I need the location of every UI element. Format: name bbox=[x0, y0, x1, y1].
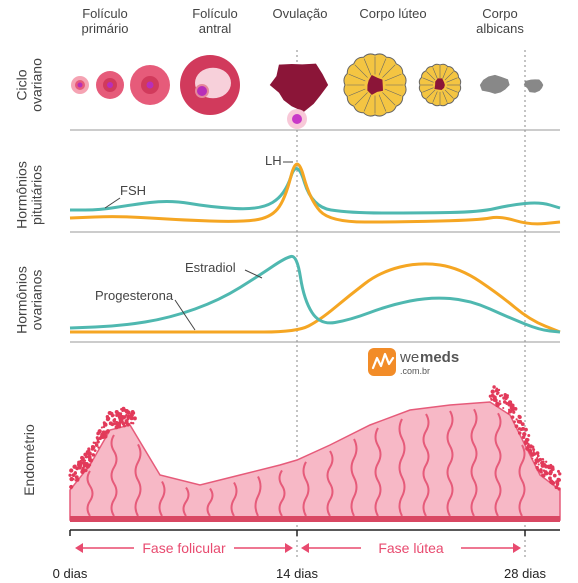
phase-label: Fase lútea bbox=[378, 540, 444, 556]
row-label-endometrium: Endométrio bbox=[21, 424, 37, 496]
endometrium-fill bbox=[70, 402, 560, 520]
stage-label: albicans bbox=[476, 21, 524, 36]
stage-label: Folículo bbox=[82, 6, 128, 21]
svg-text:meds: meds bbox=[420, 349, 459, 366]
follicle-luteum-icon bbox=[419, 64, 460, 105]
stage-label: Folículo bbox=[192, 6, 238, 21]
follicle-antral-icon bbox=[180, 55, 240, 115]
fsh-label: FSH bbox=[120, 183, 146, 198]
row-label-ovarian-hormones: Hormôniosovarianos bbox=[14, 266, 45, 334]
follicle-albicans-icon bbox=[524, 79, 544, 92]
phase-label: Fase folicular bbox=[142, 540, 226, 556]
svg-text:Hormônios: Hormônios bbox=[14, 161, 30, 229]
svg-text:Endométrio: Endométrio bbox=[21, 424, 37, 496]
follicle-ovulation-icon bbox=[270, 64, 328, 129]
axis-tick-label: 14 dias bbox=[276, 566, 318, 581]
row-label-ovarian-cycle: Cicloovariano bbox=[14, 58, 45, 112]
stage-label: antral bbox=[199, 21, 232, 36]
follicle-albicans-icon bbox=[480, 75, 510, 94]
wemeds-logo: wemeds.com.br bbox=[368, 348, 459, 376]
follicle-small-icon bbox=[71, 76, 89, 94]
row-label-pituitary: Hormôniospituitários bbox=[14, 161, 45, 229]
axis-tick-label: 28 dias bbox=[504, 566, 546, 581]
svg-text:Hormônios: Hormônios bbox=[14, 266, 30, 334]
svg-text:ovarianos: ovarianos bbox=[29, 270, 45, 331]
svg-text:ovariano: ovariano bbox=[29, 58, 45, 112]
stage-label: Corpo bbox=[482, 6, 517, 21]
svg-text:we: we bbox=[399, 349, 419, 366]
svg-text:pituitários: pituitários bbox=[29, 165, 45, 225]
menstrual-cycle-diagram: FolículoprimárioFolículoantralOvulaçãoCo… bbox=[0, 0, 578, 583]
endometrium-base bbox=[70, 516, 560, 522]
progesterone-label: Progesterona bbox=[95, 288, 174, 303]
stage-label: primário bbox=[82, 21, 129, 36]
svg-text:.com.br: .com.br bbox=[400, 366, 430, 376]
estradiol-label: Estradiol bbox=[185, 260, 236, 275]
follicle-small-icon bbox=[130, 65, 170, 105]
stage-label: Corpo lúteo bbox=[359, 6, 426, 21]
lh-label: LH bbox=[265, 153, 282, 168]
follicle-luteum-icon bbox=[344, 54, 406, 116]
svg-text:Ciclo: Ciclo bbox=[14, 69, 30, 100]
follicle-small-icon bbox=[96, 71, 124, 99]
stage-label: Ovulação bbox=[273, 6, 328, 21]
axis-tick-label: 0 dias bbox=[53, 566, 88, 581]
